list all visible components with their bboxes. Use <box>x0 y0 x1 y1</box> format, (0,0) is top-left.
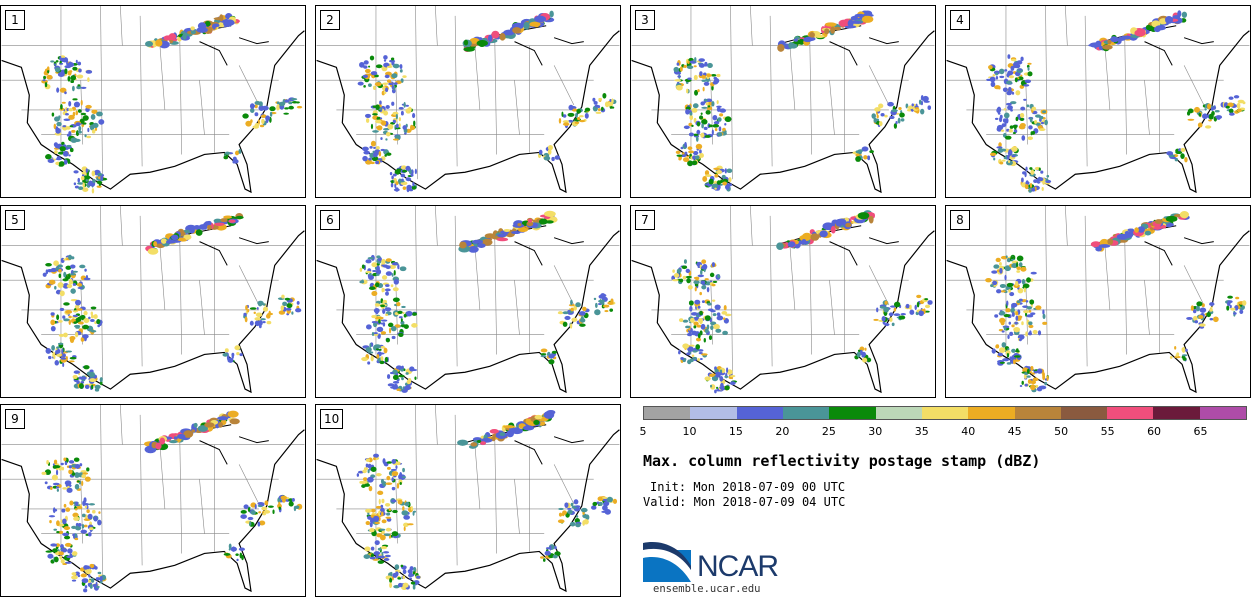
radar-map <box>316 206 620 394</box>
radar-map <box>946 6 1250 194</box>
colorbar-segment <box>644 407 691 419</box>
colorbar-segment <box>921 407 969 419</box>
colorbar-tick-label: 30 <box>868 425 883 438</box>
colorbar-segment <box>1107 407 1154 419</box>
member-number: 7 <box>635 210 655 230</box>
map-panel-10[interactable]: 10 <box>315 404 621 597</box>
member-number: 9 <box>5 409 25 429</box>
colorbar-tick-label: 20 <box>775 425 790 438</box>
colorbar-segment <box>1060 407 1108 419</box>
colorbar-tick-label: 45 <box>1007 425 1022 438</box>
colorbar-segment <box>875 407 922 419</box>
colorbar-segment <box>1014 407 1061 419</box>
member-number: 6 <box>320 210 340 230</box>
map-panel-7[interactable]: 7 <box>630 205 936 398</box>
map-panel-8[interactable]: 8 <box>945 205 1251 398</box>
colorbar-segment <box>829 407 876 419</box>
map-panel-4[interactable]: 4 <box>945 5 1251 198</box>
plot-title: Max. column reflectivity postage stamp (… <box>643 452 1041 470</box>
radar-map <box>1 405 305 593</box>
member-number: 4 <box>950 10 970 30</box>
map-panel-2[interactable]: 2 <box>315 5 621 198</box>
map-panel-9[interactable]: 9 <box>0 404 306 597</box>
map-panel-1[interactable]: 1 <box>0 5 306 198</box>
colorbar-segment <box>1153 407 1200 419</box>
colorbar-tick-label: 60 <box>1147 425 1162 438</box>
colorbar-tick-label: 5 <box>639 425 647 438</box>
member-number: 2 <box>320 10 340 30</box>
colorbar-segment <box>736 407 783 419</box>
colorbar-tick-label: 15 <box>728 425 743 438</box>
member-number: 1 <box>5 10 25 30</box>
colorbar-segment <box>1199 407 1247 419</box>
ncar-logo-icon[interactable] <box>643 540 793 582</box>
map-panel-6[interactable]: 6 <box>315 205 621 398</box>
valid-time: Valid: Mon 2018-07-09 04 UTC <box>643 495 846 509</box>
radar-map <box>631 6 935 194</box>
colorbar-segment <box>782 407 830 419</box>
colorbar-tick-label: 50 <box>1054 425 1069 438</box>
colorbar-ticks: 5 10 15 20 25 30 35 40 45 50 55 60 65 <box>639 425 1247 439</box>
init-time: Init: Mon 2018-07-09 00 UTC <box>650 480 846 494</box>
map-panel-5[interactable]: 5 <box>0 205 306 398</box>
colorbar-tick-label: 55 <box>1100 425 1115 438</box>
ncar-logo-text: NCAR <box>697 550 779 583</box>
colorbar-tick-label: 25 <box>821 425 836 438</box>
colorbar-tick-label: 10 <box>682 425 697 438</box>
member-number: 8 <box>950 210 970 230</box>
colorbar-tick-label: 35 <box>914 425 929 438</box>
colorbar-tick-label: 65 <box>1193 425 1208 438</box>
colorbar-segment <box>968 407 1015 419</box>
colorbar-segment <box>690 407 737 419</box>
member-number: 5 <box>5 210 25 230</box>
radar-map <box>316 6 620 194</box>
map-panel-3[interactable]: 3 <box>630 5 936 198</box>
radar-map <box>1 6 305 194</box>
radar-map <box>631 206 935 394</box>
radar-map <box>1 206 305 394</box>
radar-map <box>946 206 1250 394</box>
colorbar-tick-label: 40 <box>961 425 976 438</box>
source-url[interactable]: ensemble.ucar.edu <box>653 583 761 595</box>
reflectivity-colorbar <box>643 406 1247 420</box>
radar-map <box>316 405 620 593</box>
member-number: 3 <box>635 10 655 30</box>
member-number: 10 <box>320 409 344 429</box>
